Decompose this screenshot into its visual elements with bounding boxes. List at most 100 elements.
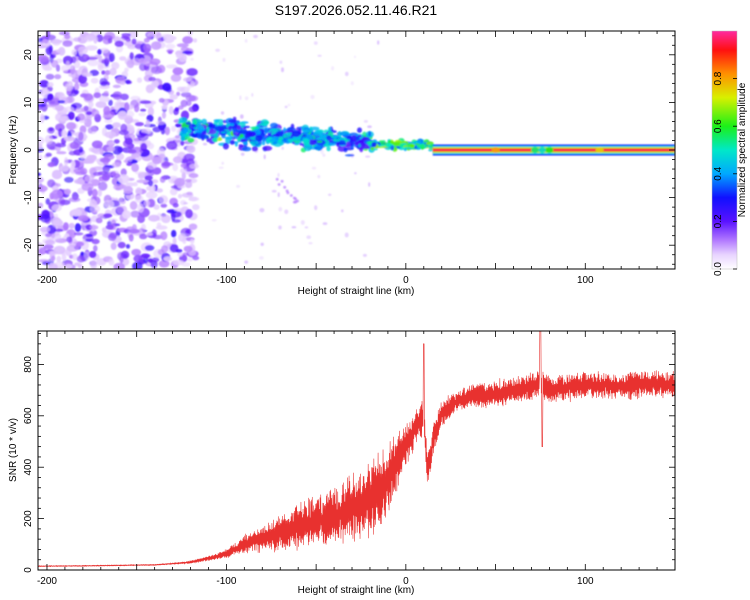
noise-blob [54, 74, 62, 80]
signal-blob [237, 136, 241, 142]
noise-blob [166, 140, 178, 150]
carrier-blob [595, 147, 604, 153]
signal-blob [350, 138, 354, 146]
noise-blob [38, 247, 47, 255]
noise-blob [117, 110, 128, 120]
signal-blob [268, 136, 272, 140]
noise-blob [132, 182, 138, 187]
snr-x-tick-label: -100 [216, 576, 236, 587]
signal-blob [326, 135, 332, 141]
noise-speck [222, 57, 226, 62]
noise-blob [143, 43, 152, 53]
noise-blob [174, 107, 180, 112]
noise-blob [47, 127, 55, 134]
noise-blob [61, 253, 67, 261]
signal-blob [264, 128, 268, 135]
noise-blob [112, 145, 123, 155]
spectrogram-y-tick-label: 10 [23, 96, 34, 108]
side-lobe-blob [277, 183, 281, 186]
noise-blob [38, 106, 42, 111]
signal-blob [241, 146, 252, 152]
noise-blob [83, 116, 92, 123]
noise-blob [73, 168, 85, 174]
signal-blob [258, 123, 268, 126]
noise-blob [122, 210, 131, 219]
noise-blob [51, 38, 62, 46]
noise-blob [73, 89, 79, 95]
noise-blob [91, 188, 98, 198]
noise-speck [259, 208, 265, 213]
noise-blob [98, 181, 108, 191]
snr-y-tick-label: 400 [23, 458, 34, 475]
noise-speck [193, 38, 198, 43]
noise-speck [190, 229, 194, 234]
noise-blob [62, 55, 73, 66]
noise-blob [38, 185, 48, 192]
carrier-blob [416, 144, 424, 148]
noise-blob [147, 106, 154, 117]
noise-speck [320, 149, 324, 155]
noise-blob [116, 205, 125, 215]
spectrogram-x-label: Height of straight line (km) [298, 286, 415, 297]
noise-blob [143, 200, 151, 207]
noise-speck [313, 41, 318, 45]
noise-blob [131, 38, 137, 45]
snr-x-label: Height of straight line (km) [298, 585, 415, 596]
noise-blob [134, 122, 144, 127]
snr-x-ticks: -200 -100 0 100 [37, 331, 676, 587]
colorbar-tick-label: 0.6 [713, 119, 724, 133]
spectrogram-y-tick-label: 20 [23, 49, 34, 61]
noise-blob [172, 163, 179, 172]
noise-speck [306, 235, 312, 239]
noise-blob [56, 255, 62, 263]
colorbar-label: Normalized spectral amplitude [737, 82, 748, 217]
noise-blob [144, 175, 153, 181]
noise-blob [102, 165, 110, 173]
colorbar-tick-label: 0.8 [713, 71, 724, 85]
noise-blob [38, 55, 49, 62]
noise-blob [121, 71, 129, 78]
noise-blob [102, 156, 110, 166]
snr-y-tick-label: 0 [23, 567, 34, 573]
noise-blob [174, 177, 186, 187]
noise-blob [102, 173, 111, 181]
snr-x-tick-label: 100 [577, 576, 594, 587]
noise-blob [130, 210, 141, 218]
noise-blob [161, 245, 168, 253]
noise-blob [167, 50, 173, 54]
noise-blob [145, 191, 158, 199]
noise-blob [185, 209, 193, 219]
noise-blob [126, 162, 133, 166]
noise-blob [136, 77, 143, 83]
signal-blob [316, 143, 323, 151]
noise-blob [101, 70, 106, 75]
snr-panel: -200 -100 0 100 0 200 400 600 800 Height of str… [8, 330, 676, 596]
noise-blob [76, 255, 86, 263]
signal-blob [359, 146, 364, 153]
noise-blob [71, 56, 77, 64]
noise-blob [188, 173, 199, 179]
signal-blob [279, 141, 284, 146]
noise-blob [97, 189, 103, 197]
signal-blob [180, 135, 186, 142]
noise-blob [112, 122, 121, 128]
noise-blob [87, 59, 99, 67]
noise-blob [127, 156, 133, 163]
signal-blob [180, 140, 185, 146]
noise-blob [71, 208, 82, 217]
noise-blob [95, 101, 107, 108]
snr-series-line [38, 331, 675, 568]
signal-blob [303, 144, 312, 152]
signal-blob [326, 146, 331, 152]
noise-blob [184, 178, 192, 183]
signal-blob [249, 140, 256, 145]
noise-blob [58, 116, 70, 122]
noise-blob [108, 52, 115, 63]
noise-speck [260, 242, 264, 246]
noise-blob [183, 153, 195, 162]
noise-speck [277, 173, 280, 177]
spectrogram-y-tick-label: -10 [23, 190, 34, 205]
noise-blob [105, 224, 114, 230]
noise-blob [56, 151, 67, 155]
